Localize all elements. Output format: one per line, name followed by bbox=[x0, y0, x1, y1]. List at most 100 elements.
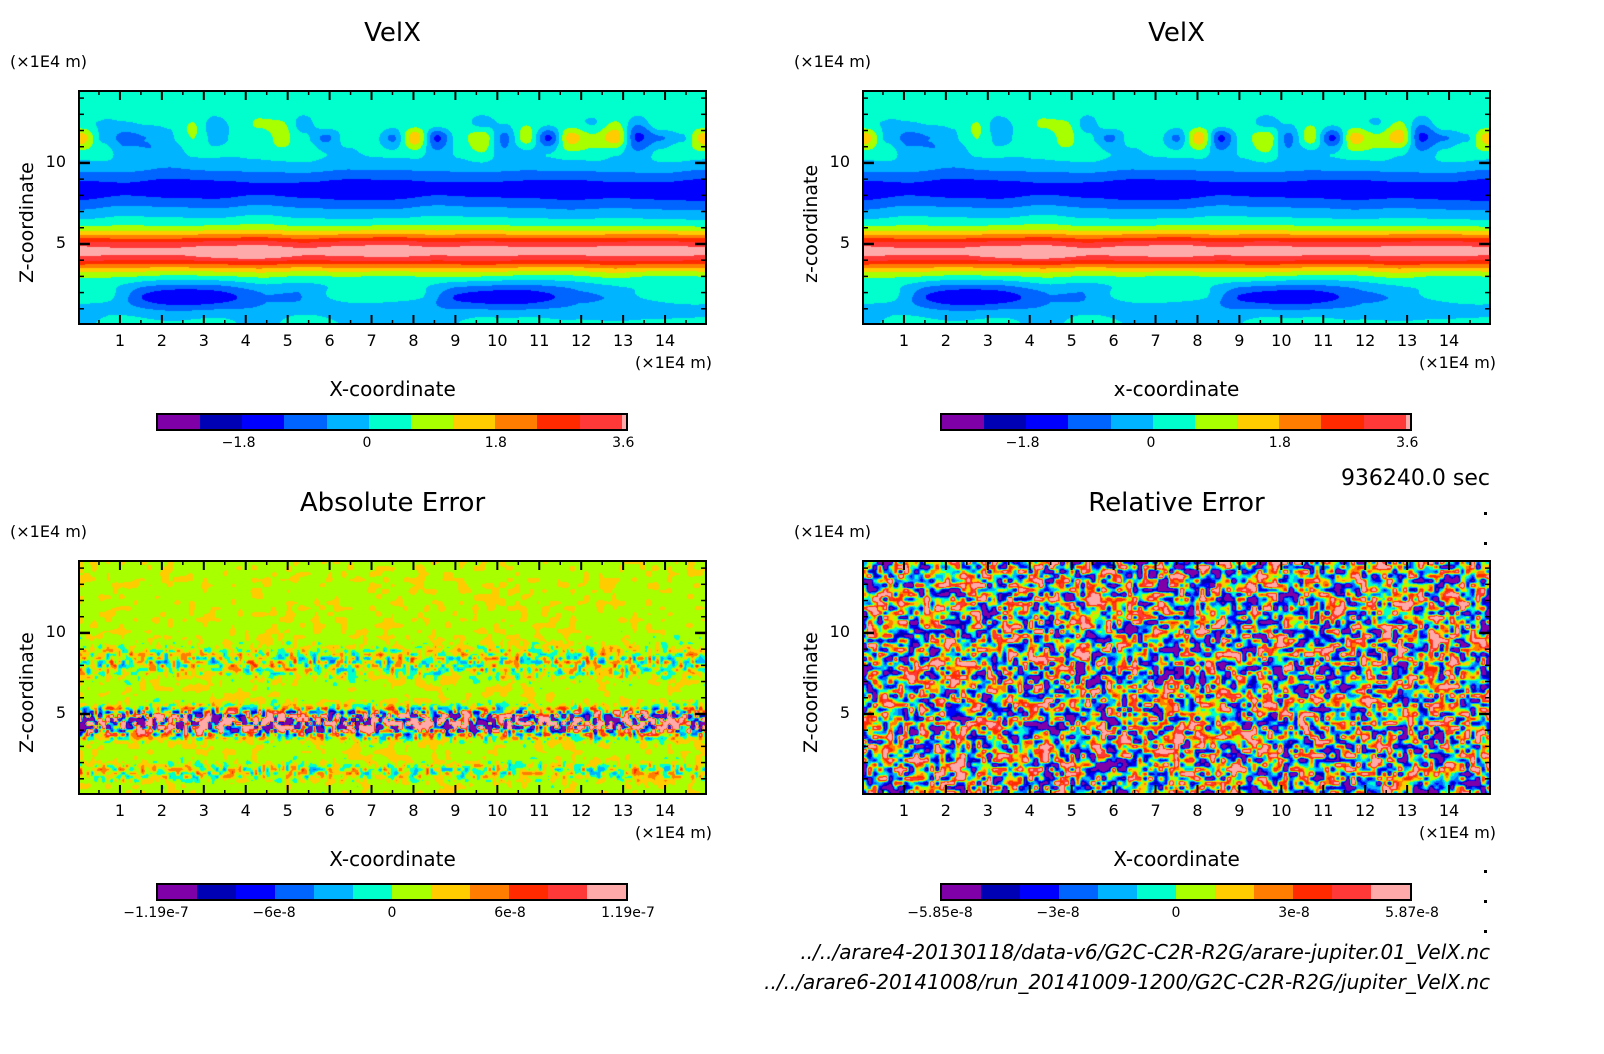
x-tick-label: 1 bbox=[114, 331, 126, 350]
chart-title: Absolute Error bbox=[299, 488, 486, 518]
colorbar-segment bbox=[1214, 885, 1254, 899]
y-tick-label: 5 bbox=[839, 702, 850, 722]
x-tick-label: 7 bbox=[1150, 801, 1161, 820]
colorbar-segment bbox=[980, 885, 1020, 899]
y-axis-label: Z-coordinate bbox=[16, 631, 38, 753]
x-tick-label: 4 bbox=[1024, 801, 1035, 820]
time-label: 936240.0 sec bbox=[1340, 466, 1490, 491]
colorbar-segment bbox=[508, 885, 548, 899]
marker-dot bbox=[1484, 900, 1487, 903]
x-tick-label: 11 bbox=[1313, 801, 1334, 820]
colorbar-segment bbox=[313, 885, 353, 899]
y-tick-label: 10 bbox=[829, 621, 850, 641]
colorbar-tick-label: 3.6 bbox=[1396, 435, 1419, 451]
marker-dot bbox=[1484, 870, 1487, 873]
colorbar-segment bbox=[942, 885, 981, 899]
colorbar-segment bbox=[1110, 415, 1153, 429]
axis-ticks bbox=[862, 90, 1491, 325]
x-axis-label: X-coordinate bbox=[1113, 847, 1240, 871]
heatmap-plot-area bbox=[78, 90, 707, 325]
x-tick-label: 14 bbox=[1438, 331, 1460, 350]
x-tick-label: 4 bbox=[240, 801, 251, 820]
x-tick-label: 7 bbox=[1150, 331, 1161, 350]
colorbar-segment bbox=[1321, 415, 1364, 429]
axis-ticks bbox=[78, 90, 707, 325]
y-axis-label: Z-coordinate bbox=[800, 631, 822, 753]
colorbar-segment bbox=[242, 415, 285, 429]
heatmap-field bbox=[864, 92, 1489, 323]
x-unit-label: (×1E4 m) bbox=[1419, 823, 1497, 842]
colorbar bbox=[156, 883, 628, 901]
colorbar-tick-label: −1.8 bbox=[221, 435, 256, 451]
x-tick-label: 11 bbox=[529, 331, 550, 350]
colorbar-tick-label: −5.85e-8 bbox=[907, 905, 973, 921]
colorbar-tick-label: 3e-8 bbox=[1278, 905, 1310, 921]
colorbar-segment bbox=[352, 885, 392, 899]
heatmap-plot-area bbox=[862, 560, 1491, 795]
colorbar-segment bbox=[1370, 885, 1410, 899]
colorbar-segment bbox=[1152, 415, 1195, 429]
x-tick-label: 5 bbox=[282, 801, 293, 820]
x-tick-label: 2 bbox=[156, 801, 167, 820]
colorbar-segment bbox=[1097, 885, 1137, 899]
colorbar-tick-label: 6e-8 bbox=[494, 905, 526, 921]
x-unit-label: (×1E4 m) bbox=[635, 823, 713, 842]
x-tick-label: 7 bbox=[366, 331, 377, 350]
y-tick-label: 5 bbox=[839, 232, 850, 252]
x-tick-label: 12 bbox=[1355, 331, 1376, 350]
colorbar-segment bbox=[1331, 885, 1371, 899]
colorbar-tick-label: 0 bbox=[1171, 905, 1181, 921]
marker-dot bbox=[1484, 512, 1487, 515]
x-tick-label: 11 bbox=[529, 801, 550, 820]
chart-panel-velx-right: VelX (×1E4 m) z-coordinate 1 2 3 4 5 6 7 8 9 10 11 12 1… bbox=[784, 0, 1568, 470]
y-tick-label: 10 bbox=[45, 151, 66, 171]
colorbar-segment bbox=[235, 885, 275, 899]
colorbar-segment bbox=[984, 415, 1027, 429]
colorbar-segment bbox=[410, 415, 454, 429]
x-axis-label: x-coordinate bbox=[1113, 377, 1240, 401]
y-unit-label: (×1E4 m) bbox=[10, 522, 88, 541]
colorbar-segment bbox=[284, 415, 327, 429]
x-tick-label: 12 bbox=[571, 801, 592, 820]
colorbar bbox=[940, 883, 1412, 901]
y-axis-label: Z-coordinate bbox=[16, 161, 38, 283]
colorbar-segment bbox=[196, 885, 236, 899]
x-tick-label: 2 bbox=[940, 801, 951, 820]
y-tick-label: 5 bbox=[55, 702, 66, 722]
y-tick-label: 10 bbox=[829, 151, 850, 171]
marker-dot bbox=[1484, 930, 1487, 933]
colorbar-segment bbox=[158, 415, 201, 429]
x-tick-label: 10 bbox=[487, 801, 508, 820]
colorbar-segment bbox=[1058, 885, 1098, 899]
colorbar-segment bbox=[537, 415, 580, 429]
x-tick-label: 9 bbox=[450, 801, 461, 820]
x-tick-label: 5 bbox=[282, 331, 293, 350]
x-tick-label: 8 bbox=[408, 331, 419, 350]
x-tick-label: 13 bbox=[1396, 331, 1418, 350]
x-tick-label: 12 bbox=[1355, 801, 1376, 820]
file-path-1: ../../arare4-20130118/data-v6/G2C-C2R-R2… bbox=[800, 940, 1490, 964]
x-tick-label: 8 bbox=[408, 801, 419, 820]
x-tick-label: 3 bbox=[982, 331, 993, 350]
colorbar-tick-label: −1.8 bbox=[1005, 435, 1040, 451]
y-axis-label: z-coordinate bbox=[800, 164, 822, 283]
heatmap-field bbox=[80, 562, 705, 793]
chart-panel-absolute-error: Absolute Error (×1E4 m) Z-coordinate 1 2 3 4 5 6… bbox=[0, 470, 784, 940]
colorbar-tick-label: 0 bbox=[362, 435, 372, 451]
colorbar-tick-label: −3e-8 bbox=[1036, 905, 1080, 921]
colorbar-segment bbox=[547, 885, 587, 899]
colorbar-tick-label: −6e-8 bbox=[252, 905, 296, 921]
y-unit-label: (×1E4 m) bbox=[794, 52, 872, 71]
x-tick-label: 10 bbox=[1271, 801, 1292, 820]
x-tick-label: 1 bbox=[114, 801, 126, 820]
axis-ticks bbox=[862, 560, 1491, 795]
chart-title: Relative Error bbox=[1088, 488, 1265, 518]
x-tick-label: 13 bbox=[1396, 801, 1418, 820]
colorbar bbox=[156, 413, 628, 431]
colorbar-segment bbox=[1175, 885, 1215, 899]
x-unit-label: (×1E4 m) bbox=[1419, 353, 1497, 372]
x-tick-label: 6 bbox=[1108, 331, 1119, 350]
x-tick-label: 2 bbox=[156, 331, 167, 350]
y-unit-label: (×1E4 m) bbox=[794, 522, 872, 541]
colorbar-segment bbox=[391, 885, 431, 899]
